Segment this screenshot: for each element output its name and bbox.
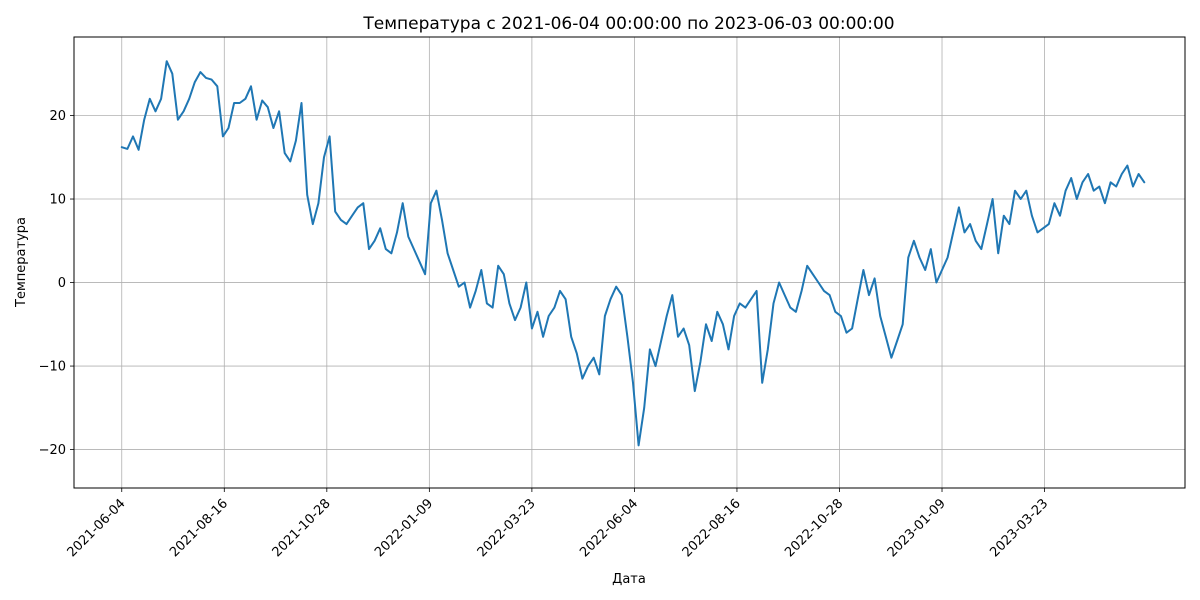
y-axis-label: Температура (14, 217, 29, 308)
y-tick-label: 0 (58, 276, 66, 291)
y-tick-label: −10 (39, 360, 66, 375)
x-tick-label: 2022-03-23 (475, 496, 539, 560)
plot-frame (73, 36, 1186, 489)
y-axis: −20 −10 0 10 20 (39, 109, 74, 458)
chart-title: Температура с 2021-06-04 00:00:00 по 202… (362, 14, 894, 34)
x-tick-label: 2021-06-04 (65, 496, 129, 560)
y-tick-label: −20 (39, 443, 66, 458)
x-tick-label: 2022-10-28 (782, 496, 846, 560)
series-layer (120, 60, 1146, 447)
x-axis-label: Дата (612, 572, 646, 587)
x-tick-label: 2023-03-23 (987, 496, 1051, 560)
x-axis: 2021-06-04 2021-08-16 2021-10-28 2022-01-09… (65, 488, 1051, 560)
series-line (120, 60, 1146, 447)
x-tick-label: 2022-01-09 (372, 496, 436, 560)
y-tick-label: 20 (49, 109, 66, 124)
x-tick-label: 2021-10-28 (270, 496, 334, 560)
y-tick-label: 10 (49, 193, 66, 208)
x-tick-label: 2023-01-09 (885, 496, 949, 560)
x-tick-label: 2021-08-16 (167, 496, 231, 560)
x-tick-label: 2022-08-16 (680, 496, 744, 560)
grid-lines (74, 37, 1185, 488)
x-tick-label: 2022-06-04 (577, 496, 641, 560)
